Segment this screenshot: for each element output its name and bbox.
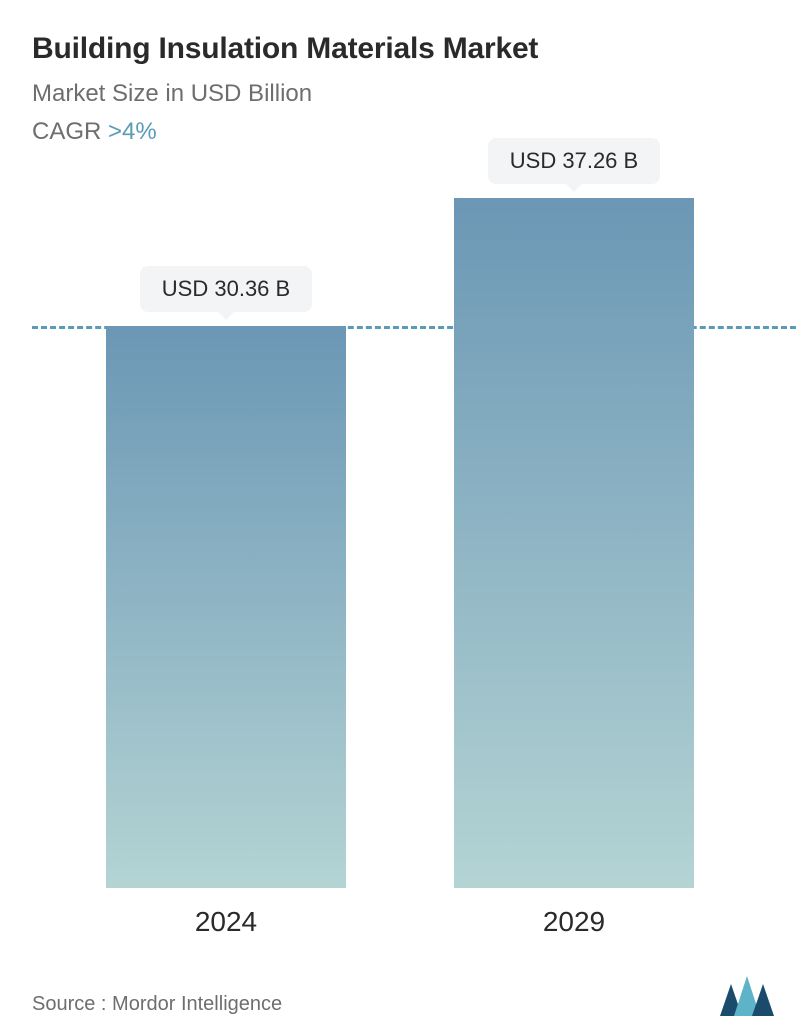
bar [454,198,694,888]
chart-container: Building Insulation Materials Market Mar… [0,0,796,1034]
chart-footer: Source : Mordor Intelligence [32,976,774,1016]
bars-group: USD 30.36 B USD 37.26 B [32,198,768,888]
bar [106,326,346,888]
bar-value-label: USD 37.26 B [488,138,660,184]
bar-value-label: USD 30.36 B [140,266,312,312]
cagr-value: >4% [108,118,157,145]
cagr-label: CAGR [32,118,101,145]
bar-group: USD 37.26 B [444,198,704,888]
x-axis-labels: 2024 2029 [32,888,768,938]
source-text: Source : Mordor Intelligence [32,993,282,1016]
chart-plot-area: USD 30.36 B USD 37.26 B [32,198,768,888]
bar-group: USD 30.36 B [96,326,356,888]
mordor-logo-icon [720,976,774,1016]
x-axis-label: 2029 [444,906,704,938]
chart-title: Building Insulation Materials Market [32,32,768,66]
x-axis-label: 2024 [96,906,356,938]
chart-subtitle: Market Size in USD Billion [32,80,768,108]
